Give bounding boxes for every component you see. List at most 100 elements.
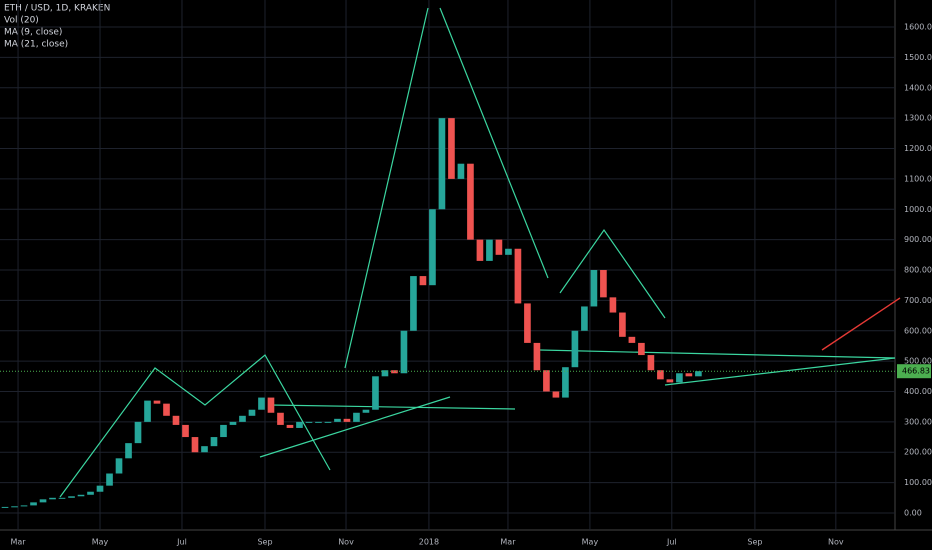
candle: [486, 239, 493, 261]
candle: [296, 421, 303, 428]
candle: [115, 458, 123, 474]
candle: [676, 373, 683, 383]
candle: [163, 403, 170, 416]
candle: [562, 367, 569, 398]
candle: [495, 239, 503, 255]
candle: [182, 424, 189, 438]
trend-line: [344, 7, 429, 369]
y-tick-label: 300.00: [904, 417, 932, 426]
trend-line: [269, 404, 516, 410]
y-tick-label: 1100.00: [904, 174, 932, 183]
candle: [505, 248, 512, 255]
candle: [400, 330, 408, 374]
candle: [324, 421, 332, 423]
candle: [96, 485, 104, 492]
candle: [68, 496, 75, 498]
candle: [457, 163, 465, 179]
candle: [315, 421, 322, 423]
candle: [524, 303, 531, 343]
candle: [144, 400, 151, 422]
candle: [134, 421, 142, 444]
trend-line: [439, 7, 549, 279]
y-tick-label: 500.00: [904, 357, 932, 366]
candle: [39, 499, 47, 503]
trend-drawings: [59, 7, 901, 498]
last-price-label: 466.83: [902, 367, 930, 376]
x-tick-label: Nov: [338, 538, 354, 547]
candle: [30, 502, 37, 506]
candle: [514, 248, 522, 304]
candle: [590, 270, 598, 307]
candle: [20, 505, 28, 507]
candle: [305, 421, 313, 423]
candle: [552, 391, 560, 398]
candle: [267, 397, 275, 413]
candle: [58, 497, 66, 499]
candle: [343, 418, 351, 422]
candle: [657, 370, 664, 380]
indicator-label: MA (21, close): [4, 40, 68, 50]
candle: [248, 409, 256, 416]
y-tick-label: 1600.00: [904, 23, 932, 32]
y-tick-label: 1000.00: [904, 205, 932, 214]
candle: [685, 373, 693, 377]
candle: [695, 371, 702, 377]
candle: [391, 370, 398, 374]
trend-line: [821, 297, 901, 351]
x-tick-label: Nov: [828, 538, 844, 547]
y-tick-label: 700.00: [904, 296, 932, 305]
candle: [600, 270, 607, 298]
candle: [666, 379, 674, 383]
last-price-box: [897, 364, 931, 379]
candle: [353, 412, 360, 422]
candle: [11, 506, 18, 508]
x-tick-label: Sep: [747, 538, 762, 547]
candle: [362, 409, 370, 413]
candle: [410, 276, 417, 331]
trend-line: [59, 354, 331, 498]
y-tick-label: 1200.00: [904, 144, 932, 153]
y-tick-label: 400.00: [904, 387, 932, 396]
indicator-label: MA (9, close): [4, 28, 62, 38]
candle: [229, 421, 237, 425]
candle: [647, 355, 655, 371]
x-tick-label: Mar: [500, 538, 516, 547]
y-tick-label: 0.00: [904, 508, 922, 517]
candle: [571, 330, 579, 368]
candle: [277, 412, 284, 425]
candle: [533, 342, 541, 371]
candle: [476, 239, 484, 261]
candle: [334, 418, 341, 422]
trend-line: [539, 349, 896, 359]
candle: [619, 312, 626, 337]
candle: [77, 494, 85, 497]
candle: [628, 336, 636, 343]
y-tick-label: 200.00: [904, 448, 932, 457]
y-tick-label: 1400.00: [904, 83, 932, 92]
x-tick-label: May: [582, 538, 599, 547]
candle: [286, 424, 294, 428]
candle: [419, 276, 427, 286]
candle: [581, 306, 588, 331]
x-tick-label: 2018: [419, 538, 439, 547]
candle: [220, 424, 227, 438]
y-tick-label: 1300.00: [904, 114, 932, 123]
candle: [172, 415, 180, 425]
candle: [372, 376, 379, 410]
candle: [448, 118, 455, 179]
chart-title: ETH / USD, 1D, KRAKEN: [4, 4, 110, 14]
candle: [438, 118, 446, 210]
candle: [201, 446, 208, 453]
candle: [1, 506, 9, 508]
x-tick-label: Jul: [176, 538, 187, 547]
candle: [106, 473, 113, 486]
trend-line: [559, 228, 666, 319]
candle: [191, 437, 199, 453]
y-tick-label: 900.00: [904, 235, 932, 244]
candle: [429, 209, 436, 286]
x-tick-label: May: [92, 538, 109, 547]
candle: [543, 370, 550, 392]
candle: [609, 297, 617, 313]
candle: [153, 400, 161, 404]
x-tick-label: Sep: [257, 538, 272, 547]
